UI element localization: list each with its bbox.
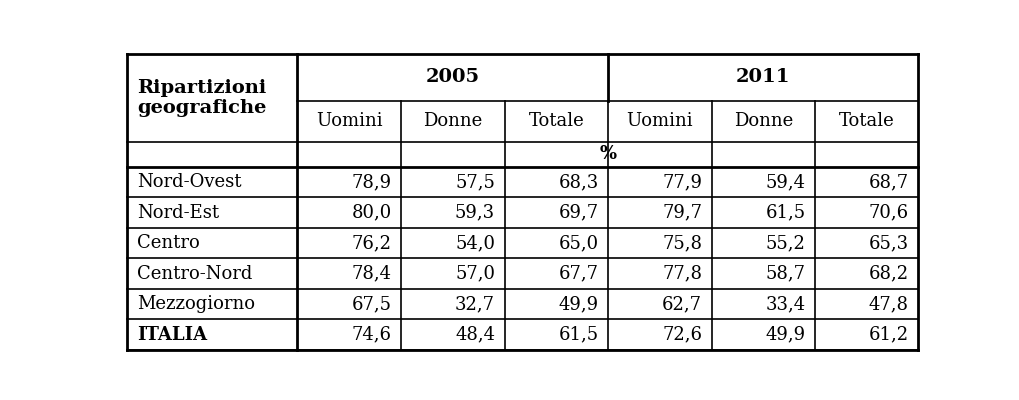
Text: 65,3: 65,3 — [867, 234, 908, 252]
Text: 79,7: 79,7 — [661, 204, 701, 222]
Text: 2011: 2011 — [735, 68, 790, 86]
Text: 70,6: 70,6 — [867, 204, 908, 222]
Text: 76,2: 76,2 — [352, 234, 391, 252]
Text: 61,5: 61,5 — [558, 326, 598, 344]
Text: Uomini: Uomini — [316, 112, 382, 130]
Text: 49,9: 49,9 — [558, 295, 598, 313]
Text: %: % — [598, 145, 615, 163]
Text: 48,4: 48,4 — [454, 326, 494, 344]
Text: Centro-Nord: Centro-Nord — [137, 264, 252, 282]
Text: Donne: Donne — [423, 112, 482, 130]
Text: 68,3: 68,3 — [557, 173, 598, 191]
Text: 80,0: 80,0 — [351, 204, 391, 222]
Text: ITALIA: ITALIA — [137, 326, 207, 344]
Text: 2005: 2005 — [425, 68, 479, 86]
Text: 77,8: 77,8 — [661, 264, 701, 282]
Text: 74,6: 74,6 — [352, 326, 391, 344]
Text: 59,3: 59,3 — [454, 204, 494, 222]
Text: Nord-Ovest: Nord-Ovest — [137, 173, 242, 191]
Text: Totale: Totale — [838, 112, 894, 130]
Text: Nord-Est: Nord-Est — [137, 204, 219, 222]
Text: 78,4: 78,4 — [352, 264, 391, 282]
Text: 67,5: 67,5 — [352, 295, 391, 313]
Text: 33,4: 33,4 — [765, 295, 805, 313]
Text: 54,0: 54,0 — [454, 234, 494, 252]
Text: 68,2: 68,2 — [867, 264, 908, 282]
Text: 72,6: 72,6 — [661, 326, 701, 344]
Text: 62,7: 62,7 — [661, 295, 701, 313]
Text: 57,0: 57,0 — [454, 264, 494, 282]
Text: 61,5: 61,5 — [765, 204, 805, 222]
Text: 69,7: 69,7 — [558, 204, 598, 222]
Text: Mezzogiorno: Mezzogiorno — [137, 295, 255, 313]
Text: 65,0: 65,0 — [558, 234, 598, 252]
Text: Centro: Centro — [137, 234, 200, 252]
Text: 49,9: 49,9 — [765, 326, 805, 344]
Text: 75,8: 75,8 — [661, 234, 701, 252]
Text: 32,7: 32,7 — [454, 295, 494, 313]
Text: 55,2: 55,2 — [765, 234, 805, 252]
Text: 68,7: 68,7 — [867, 173, 908, 191]
Text: 59,4: 59,4 — [765, 173, 805, 191]
Text: 58,7: 58,7 — [765, 264, 805, 282]
Text: Totale: Totale — [528, 112, 584, 130]
Text: 47,8: 47,8 — [867, 295, 908, 313]
Text: 67,7: 67,7 — [558, 264, 598, 282]
Text: 78,9: 78,9 — [352, 173, 391, 191]
Text: Donne: Donne — [733, 112, 793, 130]
Text: 77,9: 77,9 — [661, 173, 701, 191]
Text: Uomini: Uomini — [626, 112, 693, 130]
Text: Ripartizioni
geografiche: Ripartizioni geografiche — [137, 78, 266, 117]
Text: 61,2: 61,2 — [867, 326, 908, 344]
Text: 57,5: 57,5 — [454, 173, 494, 191]
